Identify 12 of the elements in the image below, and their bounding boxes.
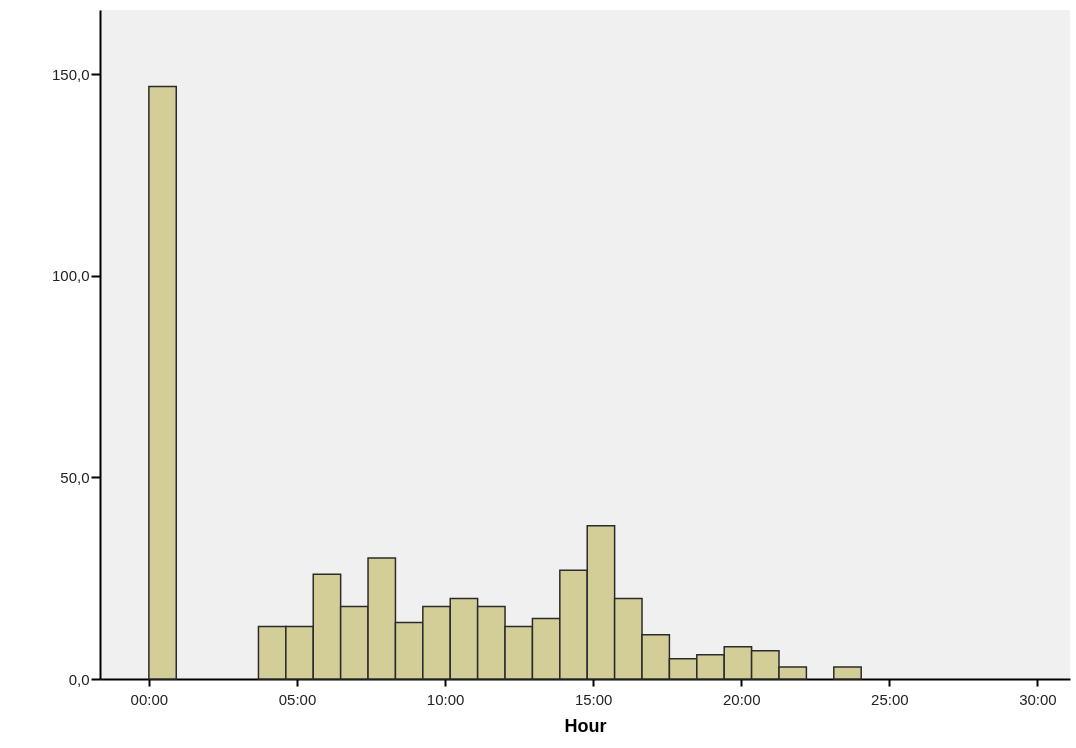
y-tick-label: 150,0 — [51, 65, 90, 83]
x-tick-label: 15:00 — [574, 690, 613, 708]
x-tick-label: 10:00 — [426, 690, 465, 708]
x-tick-label: 20:00 — [722, 690, 761, 708]
x-axis-title: Hour — [564, 715, 607, 736]
x-tick-label: 00:00 — [130, 690, 169, 708]
y-tick-label: 50,0 — [60, 468, 90, 486]
y-tick-label: 100,0 — [51, 267, 90, 285]
x-tick-label: 30:00 — [1019, 690, 1057, 708]
x-tick-label: 05:00 — [278, 690, 317, 708]
x-tick-label: 25:00 — [871, 690, 909, 708]
y-tick-label: 0,0 — [68, 670, 90, 688]
